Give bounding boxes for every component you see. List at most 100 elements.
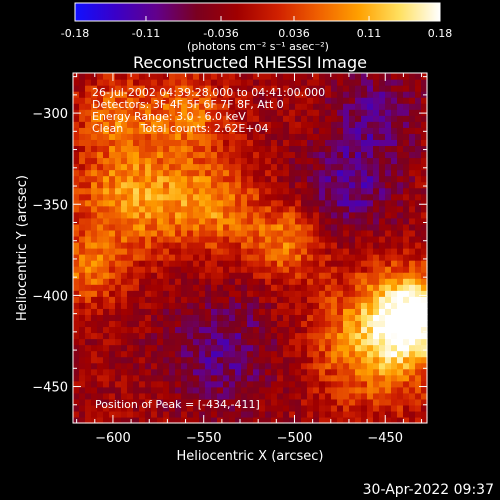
heatmap-cell <box>421 320 428 328</box>
heatmap-cell <box>103 416 110 424</box>
heatmap-cell <box>127 296 134 303</box>
heatmap-cell <box>415 109 422 116</box>
heatmap-cell <box>421 241 428 249</box>
heatmap-cell <box>415 187 422 195</box>
heatmap-cell <box>343 217 350 225</box>
heatmap-cell <box>349 109 356 116</box>
heatmap-cell <box>127 127 134 134</box>
heatmap-cell <box>313 223 320 231</box>
heatmap-cell <box>391 181 398 189</box>
heatmap-cell <box>79 73 86 80</box>
heatmap-cell <box>379 241 386 249</box>
heatmap-cell <box>133 115 140 122</box>
heatmap-cell <box>397 314 404 322</box>
heatmap-cell <box>145 103 152 110</box>
heatmap-cell <box>253 248 260 255</box>
heatmap-cell <box>361 235 368 243</box>
heatmap-cell <box>163 398 170 406</box>
heatmap-cell <box>85 260 92 267</box>
heatmap-cell <box>157 260 164 267</box>
heatmap-cell <box>139 254 146 261</box>
heatmap-cell <box>313 181 320 189</box>
heatmap-cell <box>385 157 392 165</box>
heatmap-cell <box>265 320 272 328</box>
heatmap-cell <box>295 133 302 140</box>
heatmap-cell <box>109 392 116 400</box>
heatmap-cell <box>301 416 308 424</box>
heatmap-cell <box>385 151 392 159</box>
heatmap-cell <box>277 145 284 153</box>
heatmap-cell <box>403 121 410 128</box>
heatmap-cell <box>205 284 212 291</box>
heatmap-cell <box>91 320 98 328</box>
heatmap-cell <box>367 392 374 400</box>
heatmap-cell <box>73 308 80 315</box>
heatmap-cell <box>199 320 206 328</box>
heatmap-cell <box>319 229 326 237</box>
heatmap-cell <box>403 302 410 309</box>
heatmap-cell <box>403 284 410 291</box>
heatmap-cell <box>187 386 194 394</box>
heatmap-cell <box>367 416 374 424</box>
heatmap-cell <box>145 320 152 328</box>
heatmap-cell <box>193 368 200 376</box>
heatmap-cell <box>415 193 422 201</box>
heatmap-cell <box>211 314 218 322</box>
heatmap-cell <box>319 175 326 183</box>
heatmap-cell <box>373 139 380 147</box>
heatmap-cell <box>229 115 236 122</box>
heatmap-cell <box>205 223 212 231</box>
heatmap-cell <box>211 374 218 382</box>
heatmap-cell <box>391 91 398 98</box>
heatmap-cell <box>91 103 98 110</box>
heatmap-cell <box>259 109 266 116</box>
heatmap-cell <box>133 109 140 116</box>
heatmap-cell <box>229 254 236 261</box>
heatmap-cell <box>109 272 116 279</box>
heatmap-cell <box>211 103 218 110</box>
heatmap-cell <box>199 308 206 315</box>
heatmap-cell <box>199 374 206 382</box>
heatmap-cell <box>367 79 374 86</box>
heatmap-cell <box>145 193 152 201</box>
heatmap-cell <box>133 163 140 171</box>
heatmap-cell <box>223 404 230 412</box>
heatmap-cell <box>259 326 266 334</box>
heatmap-cell <box>325 302 332 309</box>
heatmap-cell <box>385 235 392 243</box>
heatmap-cell <box>175 169 182 177</box>
heatmap-cell <box>253 193 260 201</box>
heatmap-cell <box>259 338 266 346</box>
heatmap-cell <box>283 254 290 261</box>
heatmap-cell <box>379 181 386 189</box>
heatmap-cell <box>103 169 110 177</box>
heatmap-cell <box>187 368 194 376</box>
heatmap-cell <box>373 278 380 285</box>
heatmap-cell <box>187 248 194 255</box>
heatmap-cell <box>139 386 146 394</box>
heatmap-cell <box>409 241 416 249</box>
heatmap-cell <box>157 386 164 394</box>
heatmap-cell <box>85 121 92 128</box>
colorbar-ticks: -0.18 -0.11 -0.036 0.036 0.11 0.18 <box>61 16 452 40</box>
heatmap-cell <box>301 332 308 340</box>
heatmap-cell <box>133 368 140 376</box>
heatmap-cell <box>319 326 326 334</box>
heatmap-cell <box>73 151 80 159</box>
heatmap-cell <box>367 254 374 261</box>
heatmap-cell <box>115 73 122 80</box>
heatmap-cell <box>325 157 332 165</box>
heatmap-cell <box>103 380 110 388</box>
heatmap-cell <box>307 175 314 183</box>
heatmap-cell <box>157 139 164 147</box>
heatmap-cell <box>115 223 122 231</box>
heatmap-cell <box>139 296 146 303</box>
heatmap-cell <box>157 109 164 116</box>
heatmap-cell <box>271 254 278 261</box>
heatmap-cell <box>73 350 80 358</box>
heatmap-cell <box>151 272 158 279</box>
heatmap-cell <box>91 248 98 255</box>
heatmap-cell <box>421 85 428 92</box>
heatmap-cell <box>163 145 170 153</box>
heatmap-cell <box>109 169 116 177</box>
